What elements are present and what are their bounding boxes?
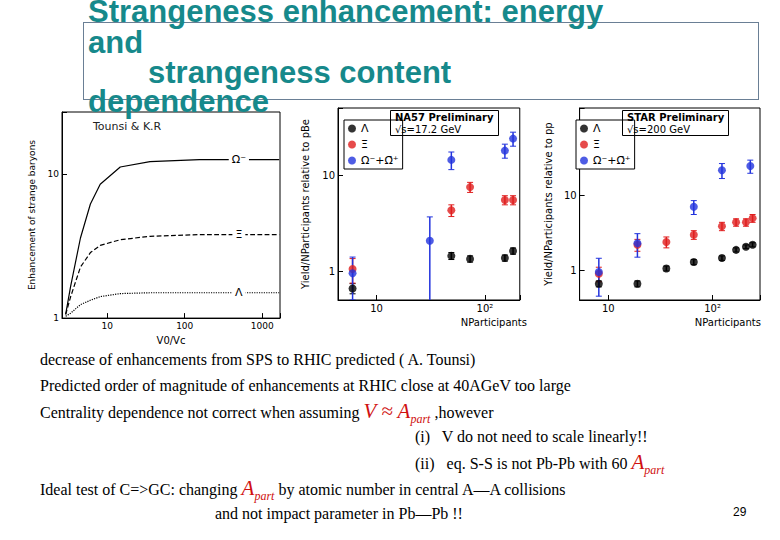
svg-text:1: 1 [570, 265, 576, 276]
svg-text:Yield/NParticipants relative t: Yield/NParticipants relative to pBe [300, 119, 311, 290]
svg-text:10²: 10² [477, 303, 494, 314]
svg-text:10: 10 [102, 321, 114, 331]
svg-text:NParticipants: NParticipants [695, 317, 761, 328]
svg-text:Ξ: Ξ [235, 228, 242, 241]
html-text:Centrality dependence not corr: Centrality dependence not correct when a… [40, 399, 494, 427]
svg-text:1: 1 [53, 313, 59, 323]
html-text:Ideal test of C=>GC: changingA: Ideal test of C=>GC: changingApartby ato… [40, 476, 566, 504]
svg-text:10: 10 [602, 303, 615, 314]
svg-text:1: 1 [329, 266, 335, 277]
html-text:and: and [88, 25, 144, 60]
html-text:(ii) eq. S-S is not Pb-Pb with: (ii) eq. S-S is not Pb-Pb with 60Apart [415, 450, 665, 478]
html-text:dependence: dependence [88, 84, 269, 119]
svg-text:NParticipants: NParticipants [461, 317, 527, 328]
svg-text:Λ: Λ [593, 122, 601, 135]
html-text:Predicted order of magnitude o: Predicted order of magnitude of enhancem… [40, 377, 571, 394]
svg-text:V0/Vc: V0/Vc [157, 335, 186, 346]
svg-text:Ω⁻+Ω̄⁺: Ω⁻+Ω̄⁺ [361, 154, 399, 167]
svg-text:10: 10 [370, 303, 383, 314]
svg-text:STAR Preliminary: STAR Preliminary [627, 112, 725, 123]
svg-text:√s=17.2 GeV: √s=17.2 GeV [395, 124, 461, 135]
svg-text:10: 10 [48, 169, 60, 179]
svg-text:10²: 10² [704, 303, 721, 314]
html-text:decrease of enhancements from: decrease of enhancements from SPS to RHI… [40, 351, 476, 368]
svg-text:100: 100 [176, 321, 193, 331]
svg-text:Tounsi & K.R: Tounsi & K.R [92, 120, 162, 133]
svg-text:Enhancement of strange baryons: Enhancement of strange baryons [27, 140, 37, 290]
svg-text:NA57 Preliminary: NA57 Preliminary [395, 112, 494, 123]
svg-text:√s=200 GeV: √s=200 GeV [627, 124, 690, 135]
html-text:and not impact parameter in Pb: and not impact parameter in Pb—Pb !! [215, 505, 463, 522]
html-text:strangeness content: strangeness content [148, 55, 452, 90]
svg-text:10: 10 [564, 190, 577, 201]
svg-text:Ω⁻: Ω⁻ [232, 153, 246, 166]
svg-text:Λ: Λ [361, 122, 369, 135]
svg-text:Yield/NParticipants relative t: Yield/NParticipants relative to pp [543, 122, 554, 286]
html-text:29: 29 [733, 505, 747, 519]
svg-text:Ω⁻+Ω̄⁺: Ω⁻+Ω̄⁺ [593, 154, 631, 167]
svg-text:1000: 1000 [251, 321, 274, 331]
svg-text:Ξ: Ξ [361, 138, 368, 151]
svg-text:10: 10 [322, 170, 335, 181]
html-text:(i) V do not need to scale lin: (i) V do not need to scale linearly!! [415, 428, 648, 445]
svg-text:Ξ: Ξ [593, 138, 600, 151]
svg-text:Λ: Λ [235, 286, 243, 299]
